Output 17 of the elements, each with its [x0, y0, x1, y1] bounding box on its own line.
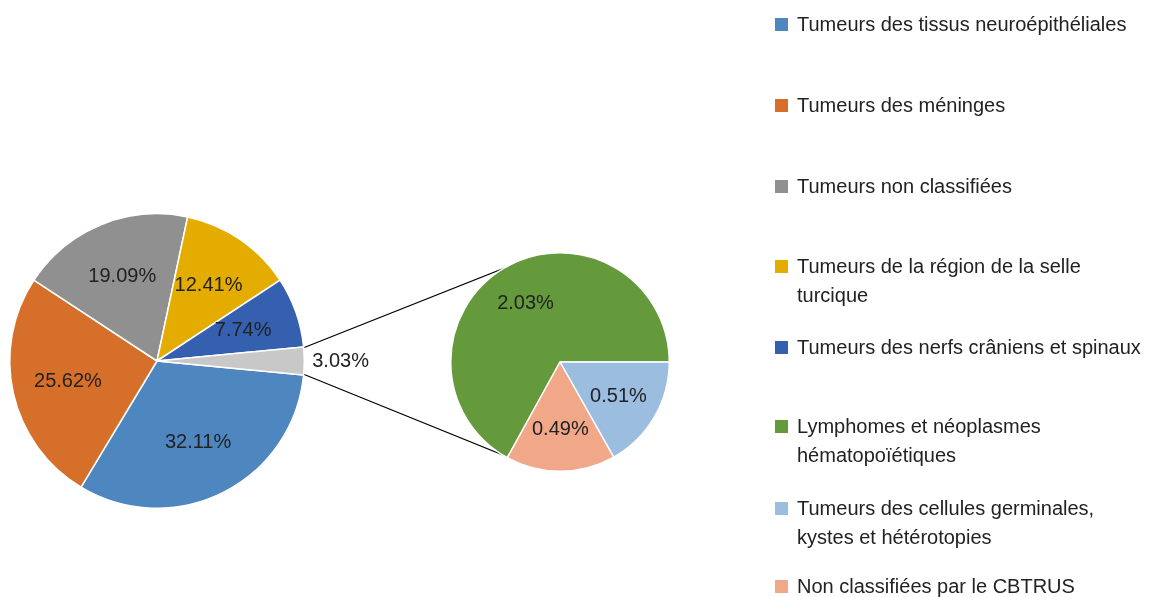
data-label: 32.11% — [164, 430, 232, 453]
legend-label: Tumeurs des méninges — [797, 93, 1007, 118]
legend-label: Non classifiées par le CBTRUS — [797, 574, 1076, 597]
legend-label: Tumeurs non classifiées — [797, 174, 1013, 199]
data-label: 3.03% — [312, 348, 370, 371]
legend-label: Tumeurs des tissus neuroépithéliales — [797, 12, 1128, 37]
data-label: 0.51% — [590, 383, 648, 406]
data-label: 7.74% — [214, 318, 272, 341]
legend-label: Lymphomes et néoplasmes hématopoïétiques — [797, 414, 1042, 468]
data-label: 2.03% — [497, 291, 555, 314]
legend-label: Tumeurs des nerfs crâniens et spinaux — [797, 335, 1142, 360]
data-label: 25.62% — [34, 368, 103, 391]
data-label: 19.09% — [88, 264, 157, 287]
data-label: 12.41% — [174, 273, 243, 296]
legend-label: Tumeurs de la région de la selle turcique — [797, 254, 1082, 308]
legend-label: Tumeurs des cellules germinales, kystes et hétérotopies — [797, 496, 1096, 550]
data-label: 0.49% — [531, 417, 589, 440]
